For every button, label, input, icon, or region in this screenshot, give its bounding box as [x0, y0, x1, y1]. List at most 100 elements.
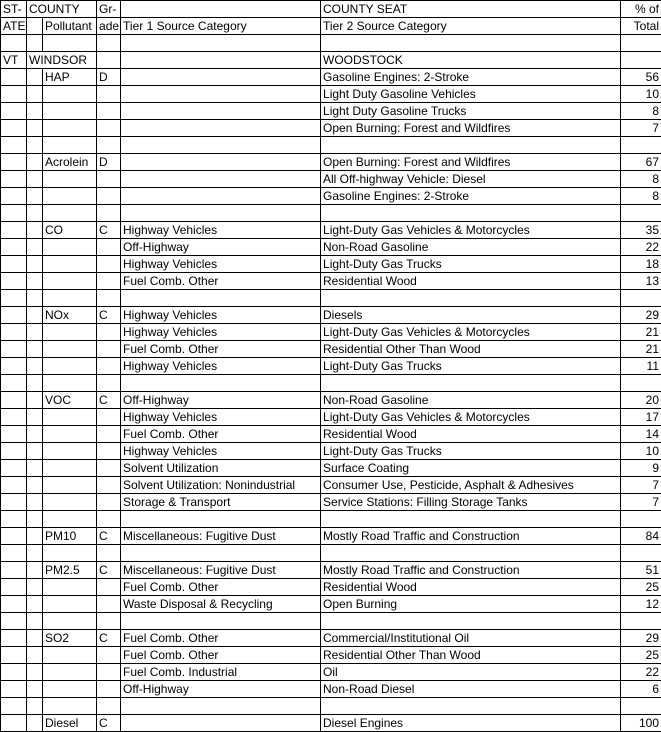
grade-label: C — [97, 630, 121, 647]
hdr-state-1: ST- — [1, 1, 27, 18]
pollutant-label: NOx — [43, 307, 97, 324]
tier1-cell — [121, 120, 321, 137]
pct-cell: 100 — [621, 715, 661, 732]
tier1-cell: Miscellaneous: Fugitive Dust — [121, 562, 321, 579]
pct-cell: 29 — [621, 307, 661, 324]
tier2-cell: Light-Duty Gas Trucks — [321, 443, 621, 460]
tier1-cell: Storage & Transport — [121, 494, 321, 511]
data-row: Off-HighwayNon-Road Gasoline22 — [1, 239, 661, 256]
tier2-cell: Gasoline Engines: 2-Stroke — [321, 188, 621, 205]
tier1-cell — [121, 103, 321, 120]
tier2-cell: Surface Coating — [321, 460, 621, 477]
tier1-cell: Off-Highway — [121, 392, 321, 409]
hdr-grade-2: ade — [97, 18, 121, 35]
data-row: Solvent UtilizationSurface Coating9 — [1, 460, 661, 477]
tier2-cell: Mostly Road Traffic and Construction — [321, 528, 621, 545]
pollutant-label: PM2.5 — [43, 562, 97, 579]
tier1-cell — [121, 188, 321, 205]
data-row: Fuel Comb. OtherResidential Other Than W… — [1, 647, 661, 664]
hdr-state-2: ATE — [1, 18, 27, 35]
pct-cell: 10 — [621, 443, 661, 460]
data-row: Light Duty Gasoline Vehicles10 — [1, 86, 661, 103]
pollutant-label: SO2 — [43, 630, 97, 647]
pct-cell: 22 — [621, 239, 661, 256]
location-row: VTWINDSOR WOODSTOCK — [1, 52, 661, 69]
hdr-pct-2: Total — [621, 18, 661, 35]
pct-cell: 10 — [621, 86, 661, 103]
tier2-cell: Oil — [321, 664, 621, 681]
tier1-cell — [121, 69, 321, 86]
pct-cell: 6 — [621, 681, 661, 698]
data-row: Off-HighwayNon-Road Diesel6 — [1, 681, 661, 698]
tier1-cell: Solvent Utilization — [121, 460, 321, 477]
data-row: PM10CMiscellaneous: Fugitive DustMostly … — [1, 528, 661, 545]
data-row: Light Duty Gasoline Trucks8 — [1, 103, 661, 120]
hdr-tier2: Tier 2 Source Category — [321, 18, 621, 35]
pct-cell: 29 — [621, 630, 661, 647]
data-row: Highway VehiclesLight-Duty Gas Vehicles … — [1, 324, 661, 341]
tier2-cell: Light-Duty Gas Trucks — [321, 256, 621, 273]
pollutant-label: Acrolein — [43, 154, 97, 171]
tier2-cell: Open Burning — [321, 596, 621, 613]
blank-row — [1, 698, 661, 715]
blank-row — [1, 545, 661, 562]
county-seat-value: WOODSTOCK — [321, 52, 621, 69]
pct-cell: 67 — [621, 154, 661, 171]
hdr-county: COUNTY — [27, 1, 97, 18]
data-row: VOCCOff-HighwayNon-Road Gasoline20 — [1, 392, 661, 409]
tier1-cell: Fuel Comb. Other — [121, 426, 321, 443]
data-row: SO2CFuel Comb. OtherCommercial/Instituti… — [1, 630, 661, 647]
header-row-2: ATEPollutantadeTier 1 Source CategoryTie… — [1, 18, 661, 35]
pollutant-label: PM10 — [43, 528, 97, 545]
pct-cell: 18 — [621, 256, 661, 273]
data-row: Fuel Comb. OtherResidential Other Than W… — [1, 341, 661, 358]
data-row: Highway VehiclesLight-Duty Gas Trucks18 — [1, 256, 661, 273]
pct-cell: 14 — [621, 426, 661, 443]
tier2-cell: Service Stations: Filling Storage Tanks — [321, 494, 621, 511]
grade-label: D — [97, 69, 121, 86]
tier2-cell: Consumer Use, Pesticide, Asphalt & Adhes… — [321, 477, 621, 494]
tier1-cell: Fuel Comb. Other — [121, 579, 321, 596]
hdr-pct-1: % of — [621, 1, 661, 18]
tier1-cell: Solvent Utilization: Nonindustrial — [121, 477, 321, 494]
pct-cell: 13 — [621, 273, 661, 290]
pct-cell: 9 — [621, 460, 661, 477]
pct-cell: 7 — [621, 494, 661, 511]
blank-row — [1, 511, 661, 528]
tier1-cell: Fuel Comb. Other — [121, 273, 321, 290]
tier1-cell: Fuel Comb. Other — [121, 341, 321, 358]
pct-cell: 17 — [621, 409, 661, 426]
data-row: PM2.5CMiscellaneous: Fugitive DustMostly… — [1, 562, 661, 579]
data-row: DieselCDiesel Engines100 — [1, 715, 661, 732]
data-row: All Off-highway Vehicle: Diesel8 — [1, 171, 661, 188]
tier1-cell: Waste Disposal & Recycling — [121, 596, 321, 613]
data-row: Fuel Comb. IndustrialOil22 — [1, 664, 661, 681]
tier1-cell: Off-Highway — [121, 681, 321, 698]
state-value: VT — [1, 52, 27, 69]
pct-cell: 7 — [621, 477, 661, 494]
tier2-cell: Light-Duty Gas Vehicles & Motorcycles — [321, 409, 621, 426]
pct-cell: 7 — [621, 120, 661, 137]
pct-cell: 11 — [621, 358, 661, 375]
data-row: Waste Disposal & RecyclingOpen Burning12 — [1, 596, 661, 613]
tier1-cell: Fuel Comb. Other — [121, 647, 321, 664]
pct-cell: 56 — [621, 69, 661, 86]
tier1-cell — [121, 154, 321, 171]
data-row: Gasoline Engines: 2-Stroke8 — [1, 188, 661, 205]
county-value: WINDSOR — [27, 52, 97, 69]
tier1-cell: Highway Vehicles — [121, 222, 321, 239]
pollutant-label: VOC — [43, 392, 97, 409]
grade-label: C — [97, 307, 121, 324]
pct-cell: 20 — [621, 392, 661, 409]
tier1-cell: Fuel Comb. Industrial — [121, 664, 321, 681]
tier2-cell: Non-Road Diesel — [321, 681, 621, 698]
pct-cell: 8 — [621, 188, 661, 205]
tier1-cell — [121, 715, 321, 732]
data-row: COCHighway VehiclesLight-Duty Gas Vehicl… — [1, 222, 661, 239]
tier1-cell: Highway Vehicles — [121, 443, 321, 460]
tier1-cell: Off-Highway — [121, 239, 321, 256]
data-row: Highway VehiclesLight-Duty Gas Trucks10 — [1, 443, 661, 460]
pct-cell: 25 — [621, 579, 661, 596]
pct-cell: 22 — [621, 664, 661, 681]
grade-label: C — [97, 222, 121, 239]
